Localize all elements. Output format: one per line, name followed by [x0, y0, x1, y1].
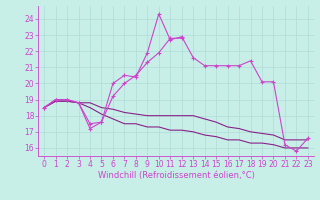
X-axis label: Windchill (Refroidissement éolien,°C): Windchill (Refroidissement éolien,°C)	[98, 171, 254, 180]
